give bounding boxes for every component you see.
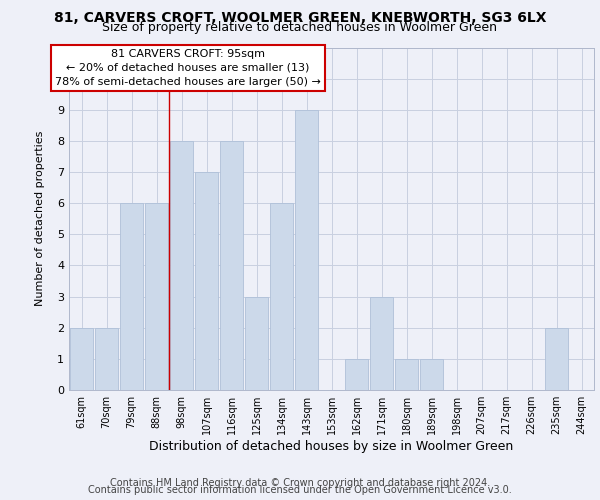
Bar: [370, 296, 393, 390]
Bar: [270, 203, 293, 390]
Bar: [420, 359, 443, 390]
Text: Size of property relative to detached houses in Woolmer Green: Size of property relative to detached ho…: [103, 21, 497, 34]
Bar: [345, 359, 368, 390]
Bar: [545, 328, 568, 390]
Text: 81, CARVERS CROFT, WOOLMER GREEN, KNEBWORTH, SG3 6LX: 81, CARVERS CROFT, WOOLMER GREEN, KNEBWO…: [54, 11, 546, 25]
Bar: [395, 359, 418, 390]
Bar: [70, 328, 93, 390]
Text: 81 CARVERS CROFT: 95sqm
← 20% of detached houses are smaller (13)
78% of semi-de: 81 CARVERS CROFT: 95sqm ← 20% of detache…: [55, 48, 320, 86]
Bar: [170, 141, 193, 390]
Bar: [95, 328, 118, 390]
Bar: [145, 203, 168, 390]
Text: Contains HM Land Registry data © Crown copyright and database right 2024.: Contains HM Land Registry data © Crown c…: [110, 478, 490, 488]
Bar: [295, 110, 318, 390]
Bar: [120, 203, 143, 390]
Bar: [220, 141, 243, 390]
Bar: [245, 296, 268, 390]
Y-axis label: Number of detached properties: Number of detached properties: [35, 131, 44, 306]
X-axis label: Distribution of detached houses by size in Woolmer Green: Distribution of detached houses by size …: [149, 440, 514, 453]
Text: Contains public sector information licensed under the Open Government Licence v3: Contains public sector information licen…: [88, 485, 512, 495]
Bar: [195, 172, 218, 390]
